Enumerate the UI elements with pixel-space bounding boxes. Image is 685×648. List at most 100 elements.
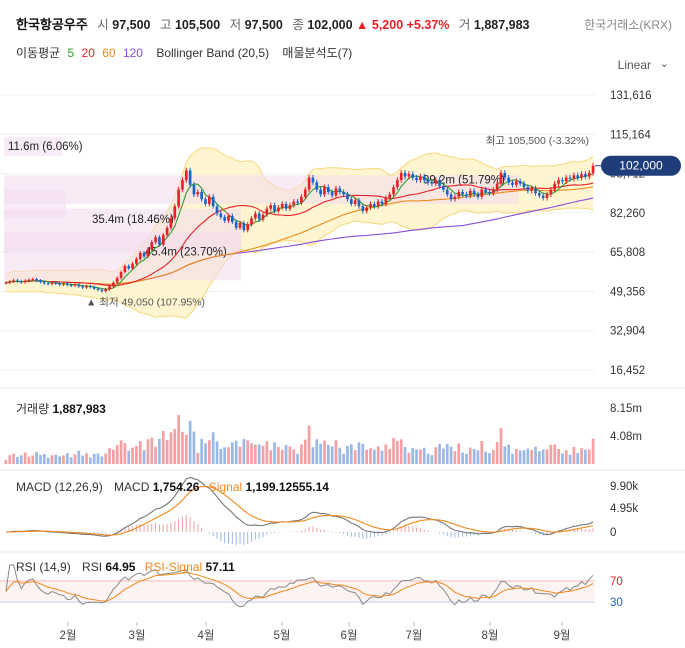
volume-bar (507, 444, 510, 464)
candle-body (330, 191, 334, 196)
ma20-label[interactable]: 20 (81, 46, 95, 60)
volume-bar (392, 438, 395, 464)
candle-body (200, 191, 203, 200)
volume-bar (353, 450, 357, 464)
volume-bar (62, 455, 65, 464)
candle-body (119, 271, 123, 278)
volume-bar (388, 448, 392, 464)
volume-bar (307, 425, 311, 464)
bollinger-lower-line (5, 207, 594, 319)
candle-body (376, 201, 380, 207)
volume-bar (230, 442, 234, 464)
macd-axis-tick: 4.95k (610, 503, 638, 515)
candle-body (169, 218, 173, 228)
candle-body (338, 188, 342, 192)
volume-bar (419, 449, 422, 464)
volume-profile-label[interactable]: 매물분석도(7) (282, 46, 353, 60)
volume-bar (200, 438, 203, 464)
volume-bar (338, 447, 342, 464)
volume-bar (165, 440, 169, 464)
volume-bar (127, 450, 131, 464)
candle-body (265, 208, 269, 215)
stock-chart[interactable]: 131,616115,16498,71282,26065,80849,35632… (0, 70, 685, 648)
volume-bar (234, 440, 238, 464)
volume-bar (330, 446, 334, 464)
volume-bar (449, 446, 453, 464)
candle-body (277, 207, 280, 212)
candle-body (319, 189, 322, 195)
volume-bar (54, 454, 58, 464)
rsi-axis-tick: 70 (610, 576, 623, 588)
candle-body (96, 288, 100, 290)
candle-body (311, 177, 315, 183)
ma120-label[interactable]: 120 (122, 46, 143, 60)
volume-bar (146, 439, 150, 464)
candle-body (62, 283, 65, 285)
volume-bar (587, 449, 591, 464)
volume-bar (161, 431, 165, 464)
candle-body (326, 187, 330, 192)
volume-bar (277, 446, 280, 464)
candle-body (323, 187, 326, 195)
candle-body (108, 286, 111, 290)
volume-bar (154, 446, 157, 464)
candle-body (158, 237, 161, 245)
volume-bar (495, 441, 499, 464)
volume-bar (453, 451, 457, 464)
volume-bar (50, 455, 54, 464)
volume-bar (472, 448, 476, 464)
macd-signal-label: Signal (208, 480, 243, 494)
candle-body (392, 187, 395, 195)
price-axis-tick: 65,808 (610, 247, 645, 259)
volume-bar (207, 440, 211, 464)
ma60-label[interactable]: 60 (102, 46, 116, 60)
candle-body (491, 189, 495, 194)
ma-label[interactable]: 이동평균 (16, 46, 61, 60)
candle-body (468, 190, 472, 196)
scale-dropdown[interactable]: Linear ⌄ (618, 58, 669, 72)
candle-body (4, 282, 8, 284)
volume-profile-bar (4, 137, 62, 157)
volume-bar (346, 445, 349, 464)
volume-bar (12, 453, 15, 464)
volume-profile-bar (4, 232, 241, 281)
volume-bar (319, 443, 322, 464)
volume-bar (568, 454, 572, 464)
volume-bar (545, 449, 549, 464)
volume-bar (384, 444, 388, 464)
volume-bar (488, 453, 491, 464)
time-axis-tick: 6월 (341, 629, 358, 642)
candle-body (89, 286, 92, 288)
volume-bar (192, 431, 196, 464)
volume-bar (511, 453, 514, 464)
volume-bar (499, 427, 503, 464)
current-price-value: 102,000 (619, 159, 663, 173)
candle-body (576, 175, 580, 178)
low-value: 97,500 (244, 18, 283, 32)
volume-bar (396, 440, 399, 464)
candle-body (587, 172, 591, 177)
volume-bar (380, 450, 384, 464)
price-axis-tick: 131,616 (610, 90, 652, 102)
candle-body (334, 188, 338, 196)
ma5-label[interactable]: 5 (67, 46, 75, 60)
candle-body (211, 196, 215, 207)
candle-body (92, 287, 96, 289)
candle-body (480, 189, 484, 197)
volume-bar (407, 452, 411, 464)
candle-body (568, 177, 572, 179)
time-axis-tick: 7월 (406, 629, 423, 642)
volume-bar (465, 453, 468, 464)
candle-body (557, 180, 560, 184)
rsi-axis-tick: 30 (610, 597, 623, 609)
bollinger-label[interactable]: Bollinger Band (20,5) (156, 46, 270, 60)
candle-body (346, 194, 349, 200)
volume-bar (538, 451, 541, 464)
candle-body (12, 280, 15, 282)
volume-bar (265, 441, 269, 464)
candle-body (453, 196, 457, 200)
volume-bar (468, 447, 472, 464)
candle-body (303, 189, 307, 197)
volume-bar (315, 439, 319, 464)
candle-body (361, 206, 365, 212)
